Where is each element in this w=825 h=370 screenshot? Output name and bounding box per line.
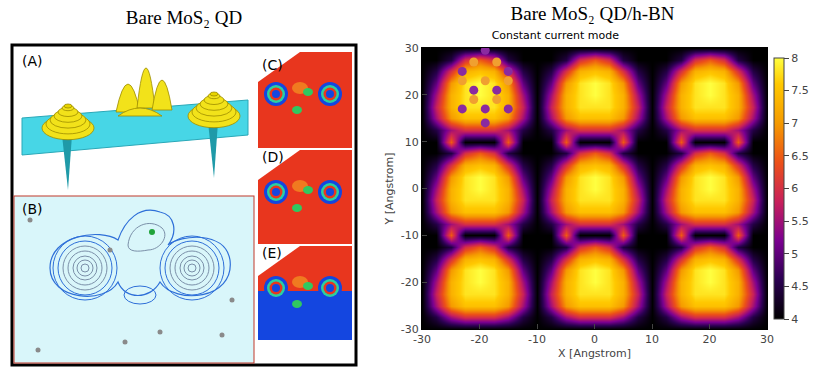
svg-text:-20: -20	[401, 276, 419, 289]
svg-text:0: 0	[591, 333, 598, 346]
svg-text:(E): (E)	[262, 245, 282, 261]
svg-text:20: 20	[703, 333, 717, 346]
svg-text:6.5: 6.5	[791, 150, 809, 163]
svg-text:-20: -20	[471, 333, 489, 346]
svg-text:(A): (A)	[22, 53, 43, 69]
svg-text:8: 8	[791, 52, 798, 65]
svg-text:5: 5	[791, 248, 798, 261]
html-text:Bare MoS₂ QD/h-BN: Bare MoS₂ QD/h-BN	[510, 3, 675, 24]
svg-text:4: 4	[791, 313, 798, 326]
svg-text:0: 0	[412, 182, 419, 195]
svg-text:7.5: 7.5	[791, 84, 809, 97]
svg-text:-10: -10	[401, 229, 419, 242]
svg-text:-10: -10	[528, 333, 546, 346]
svg-text:30: 30	[760, 333, 774, 346]
svg-text:10: 10	[405, 136, 419, 149]
svg-text:7: 7	[791, 117, 798, 130]
svg-text:-30: -30	[401, 323, 419, 336]
svg-text:10: 10	[645, 333, 659, 346]
svg-text:(D): (D)	[262, 149, 284, 165]
svg-text:Constant current mode: Constant current mode	[492, 29, 620, 42]
svg-text:(B): (B)	[22, 201, 43, 217]
svg-text:5.5: 5.5	[791, 215, 809, 228]
svg-text:4.5: 4.5	[791, 280, 809, 293]
svg-text:20: 20	[405, 89, 419, 102]
svg-text:6: 6	[791, 182, 798, 195]
svg-text:30: 30	[405, 42, 419, 55]
svg-text:Bare MoS₂ QD: Bare MoS₂ QD	[126, 7, 242, 28]
svg-text:Y [Angstrom]: Y [Angstrom]	[383, 152, 396, 225]
svg-text:-30: -30	[413, 333, 431, 346]
svg-text:X [Angstrom]: X [Angstrom]	[558, 347, 631, 360]
svg-text:(C): (C)	[262, 57, 283, 73]
